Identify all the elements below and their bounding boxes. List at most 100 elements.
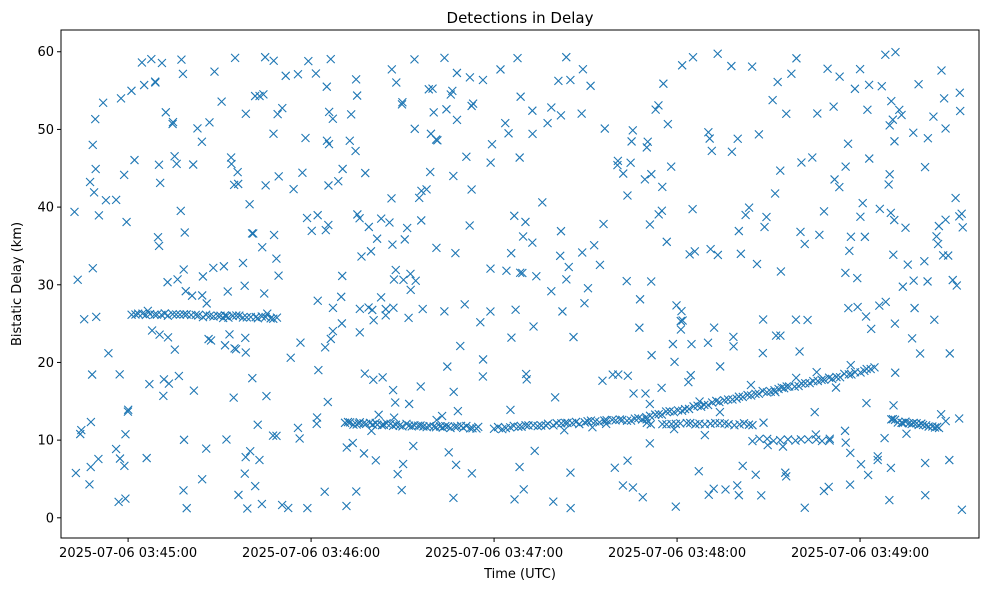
data-point-marker [775,166,785,176]
data-point-marker [150,310,159,320]
data-point-marker [198,272,208,281]
data-point-marker [529,322,538,331]
data-point-marker [522,374,532,384]
data-point-marker [416,421,425,430]
data-point-marker [703,127,713,137]
data-point-marker [864,154,874,163]
data-point-marker [220,340,230,350]
data-point-marker [566,468,575,477]
data-point-marker [711,396,721,406]
data-point-marker [343,417,353,427]
data-point-marker [123,405,133,415]
data-point-marker [527,106,537,116]
data-point-marker [247,373,257,383]
data-point-marker [342,443,352,452]
data-point-marker [323,397,333,407]
data-point-marker [748,436,757,446]
data-point-marker [863,470,873,480]
data-point-marker [247,229,257,238]
data-point-marker [240,333,250,343]
data-point-marker [451,460,461,470]
data-point-marker [796,434,806,444]
data-point-marker [506,248,516,258]
data-point-marker [465,73,475,82]
data-point-marker [613,160,622,170]
data-point-marker [161,107,171,117]
data-point-marker [738,461,748,471]
data-point-marker [440,421,450,431]
data-point-marker [841,438,851,448]
data-point-marker [406,285,416,295]
data-point-marker [455,341,465,351]
data-point-marker [703,400,713,410]
data-point-marker [654,209,664,219]
data-point-marker [955,106,965,116]
data-point-marker [645,411,655,421]
data-point-marker [451,248,460,258]
data-point-marker [159,374,169,384]
data-point-marker [428,84,437,93]
data-point-marker [217,97,227,106]
data-point-marker [672,301,681,310]
data-point-marker [615,415,625,424]
data-point-marker [337,271,347,281]
data-point-marker [932,232,941,241]
data-point-marker [850,84,860,94]
data-point-marker [170,345,180,354]
data-point-marker [920,490,930,500]
data-point-marker [626,158,636,168]
data-point-marker [475,317,485,327]
x-axis-ticks: 2025-07-06 03:45:00 2025-07-06 03:46:00 20… [59,538,929,561]
data-point-marker [408,441,418,451]
data-point-marker [744,420,754,430]
data-point-marker [739,418,749,428]
data-point-marker [269,56,279,66]
data-point-marker [891,47,900,57]
data-point-marker [635,294,645,304]
data-point-marker [646,277,656,286]
data-point-marker [812,109,822,118]
data-point-marker [751,470,761,480]
data-point-marker [714,397,724,407]
data-point-marker [707,146,717,156]
data-point-marker [819,375,829,385]
data-point-marker [709,484,719,494]
data-point-marker [835,72,845,81]
data-point-marker [814,230,824,240]
data-point-marker [360,168,370,178]
data-point-marker [397,99,407,109]
data-point-marker [577,109,587,119]
data-point-marker [241,452,251,462]
data-point-marker [467,185,476,194]
data-point-marker [583,283,593,293]
data-point-marker [886,208,896,218]
data-point-marker [734,490,744,500]
data-point-marker [521,217,530,227]
data-point-marker [376,292,386,302]
data-point-marker [193,311,203,320]
data-point-marker [817,436,827,446]
data-point-marker [889,401,898,410]
data-point-marker [201,444,211,454]
data-point-marker [688,52,698,62]
data-point-marker [119,170,129,180]
data-point-marker [610,463,620,473]
data-point-marker [741,210,751,220]
data-point-marker [776,331,785,340]
data-point-marker [920,458,930,468]
data-point-marker [255,455,264,465]
data-point-marker [230,53,240,63]
data-point-marker [704,490,714,500]
data-point-marker [955,88,965,98]
data-point-marker [231,311,241,320]
y-tick-label: 0 [46,511,54,526]
data-point-marker [277,500,287,510]
data-point-marker [608,370,618,380]
data-point-marker [688,204,697,214]
data-point-marker [261,180,271,190]
data-point-marker [607,415,617,425]
data-point-marker [860,232,870,242]
data-point-marker [139,80,149,90]
data-point-marker [890,368,900,378]
data-point-marker [543,419,553,429]
